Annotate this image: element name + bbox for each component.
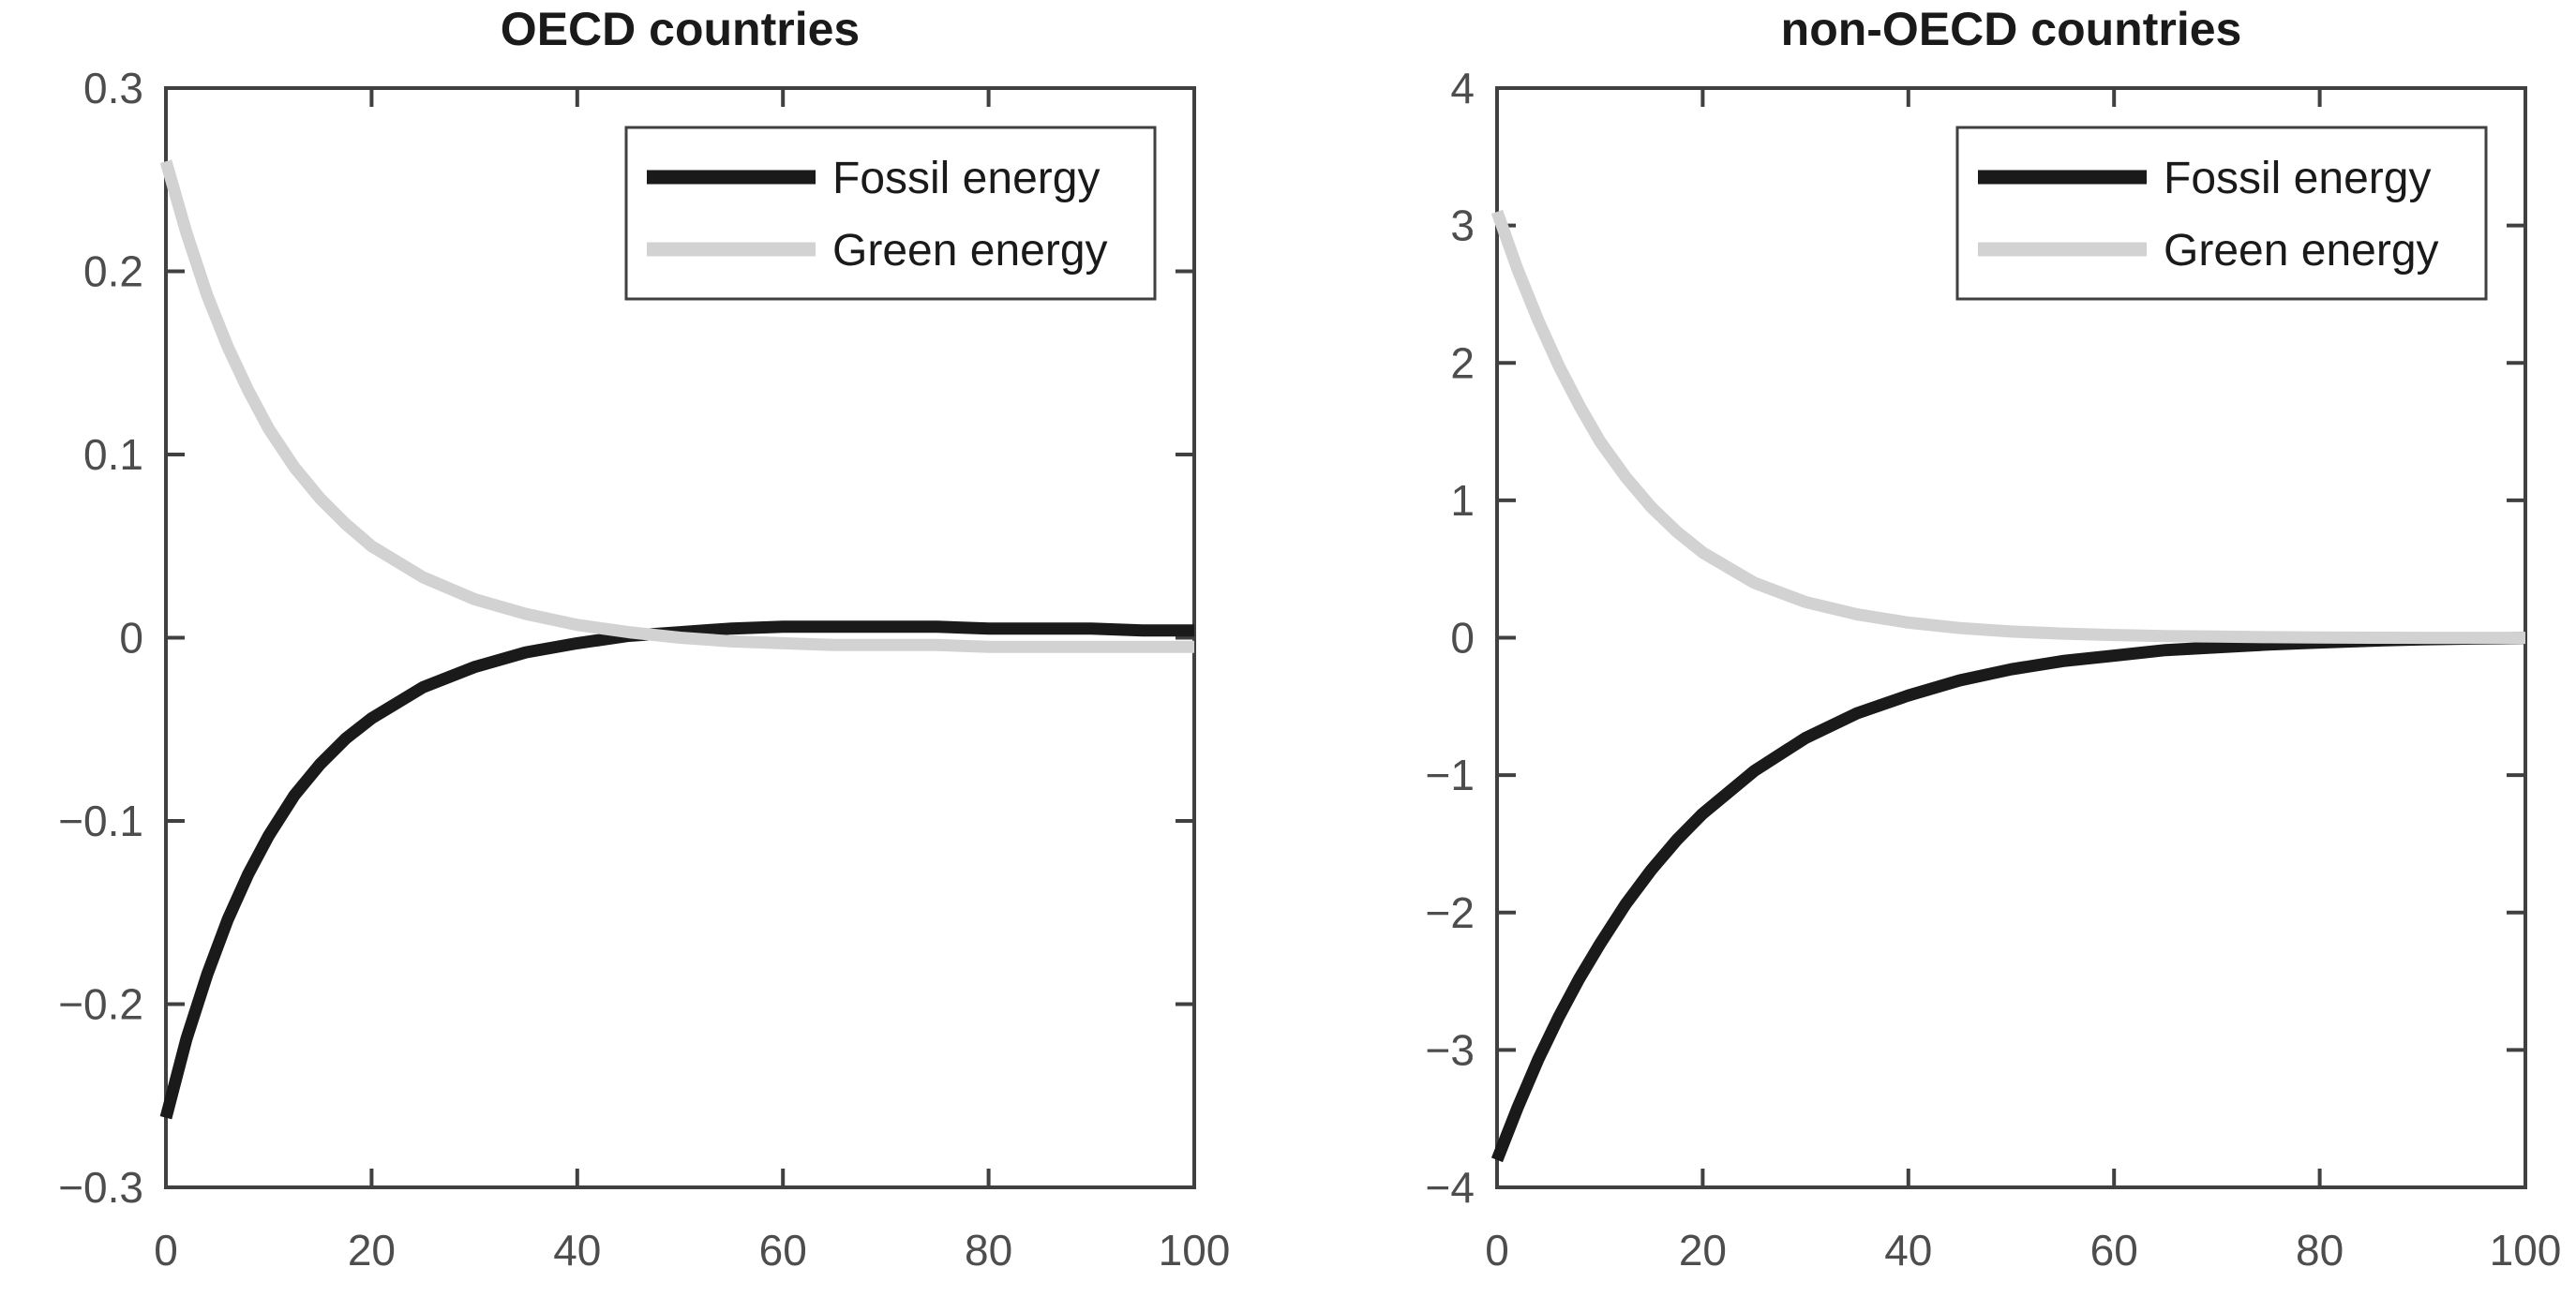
x-tick-label: 60 <box>2090 1226 2138 1275</box>
x-tick-label: 100 <box>2490 1226 2562 1275</box>
y-tick-label: −0.2 <box>58 980 143 1029</box>
y-tick-label: 3 <box>1450 201 1475 250</box>
series-line-fossil-energy <box>1490 632 2526 1163</box>
legend-box <box>624 126 1157 301</box>
y-tick-label: 0 <box>119 614 143 663</box>
series-line-green-energy <box>1490 209 2525 645</box>
x-tick-label: 80 <box>2296 1226 2344 1275</box>
x-tick-label: 80 <box>965 1226 1012 1275</box>
x-tick-label: 40 <box>1884 1226 1932 1275</box>
series-line-green-energy <box>159 159 1194 653</box>
y-tick-label: 1 <box>1450 476 1475 525</box>
line-chart-non-oecd: 0 20 40 60 80 100 4 3 2 1 0 −1 −2 −3 −4 Fossil energy Gr… <box>1426 64 2562 1275</box>
legend-label-fossil-energy: Fossil energy <box>832 154 1100 203</box>
x-tick-label: 100 <box>1159 1226 1231 1275</box>
x-tick-label: 0 <box>154 1226 178 1275</box>
chart-title-oecd: OECD countries <box>500 3 861 55</box>
y-tick-label: −1 <box>1426 751 1475 799</box>
y-tick-label: 0.3 <box>83 64 143 112</box>
x-tick-label: 40 <box>553 1226 601 1275</box>
legend-label-green-energy: Green energy <box>832 226 1108 276</box>
chart-title-non-oecd: non-OECD countries <box>1780 3 2242 55</box>
legend-label-fossil-energy: Fossil energy <box>2164 154 2431 203</box>
y-tick-label: −0.1 <box>58 797 143 845</box>
y-tick-label: −0.3 <box>58 1163 143 1212</box>
chart-panel-non-oecd: non-OECD countries 0 20 40 60 80 100 4 3 2 1 0 −1 −2… <box>1288 0 2576 1297</box>
line-chart-oecd: 0 20 40 60 80 100 0.3 0.2 0.1 0 −0.1 −0.2 −0.3 Fossil… <box>58 64 1231 1275</box>
y-tick-label: 2 <box>1450 338 1475 387</box>
y-tick-label: 4 <box>1450 64 1475 112</box>
x-tick-label: 20 <box>348 1226 396 1275</box>
legend-label-green-energy: Green energy <box>2164 226 2439 276</box>
chart-panel-oecd: OECD countries 0 20 40 60 80 100 0.3 0.2 0.1 0 −0.… <box>58 3 1231 1275</box>
x-tick-label: 60 <box>759 1226 807 1275</box>
legend-box <box>1955 126 2488 301</box>
x-tick-label: 0 <box>1485 1226 1509 1275</box>
x-tick-label: 20 <box>1679 1226 1727 1275</box>
y-tick-label: 0 <box>1450 614 1475 663</box>
y-tick-label: 0.1 <box>83 430 143 479</box>
y-tick-label: −4 <box>1426 1163 1475 1212</box>
y-tick-label: −2 <box>1426 888 1475 937</box>
y-tick-label: 0.2 <box>83 247 143 296</box>
series-line-fossil-energy <box>159 620 1194 1120</box>
y-tick-label: −3 <box>1426 1025 1475 1074</box>
